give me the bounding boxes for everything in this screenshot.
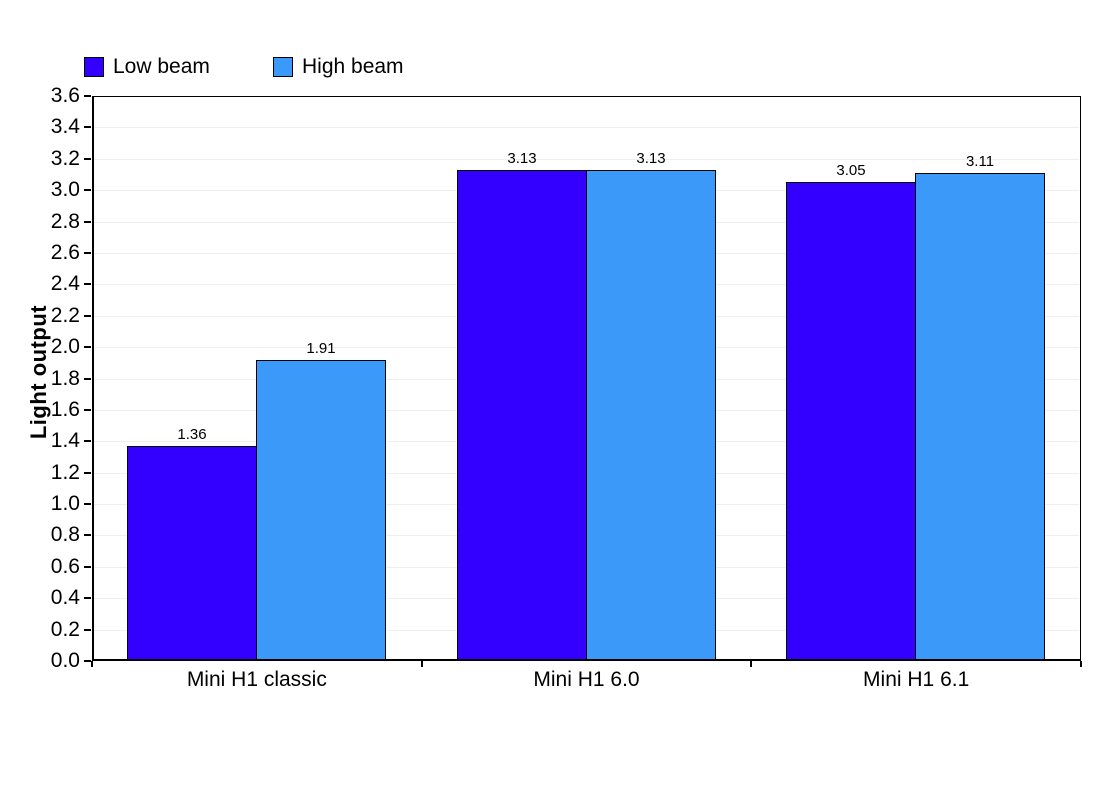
legend-label-high-beam: High beam <box>302 55 404 78</box>
y-tick-mark <box>84 660 91 662</box>
bar-high-beam <box>915 173 1045 659</box>
x-category-label: Mini H1 6.0 <box>533 668 640 691</box>
y-tick-label: 0.2 <box>50 618 80 641</box>
x-category-label: Mini H1 6.1 <box>863 668 970 691</box>
y-tick-label: 1.2 <box>50 461 80 484</box>
bar-value-label: 3.13 <box>507 150 537 167</box>
y-tick-label: 0.6 <box>50 555 80 578</box>
bar-low-beam <box>127 446 257 659</box>
x-tick-mark <box>421 661 423 667</box>
y-tick-label: 3.2 <box>50 147 80 170</box>
bar-low-beam <box>457 170 587 659</box>
y-tick-mark <box>84 597 91 599</box>
y-tick-mark <box>84 629 91 631</box>
y-tick-mark <box>84 409 91 411</box>
plot-area <box>92 96 1081 661</box>
x-tick-mark <box>750 661 752 667</box>
y-tick-label: 1.0 <box>50 492 80 515</box>
y-tick-label: 1.8 <box>50 367 80 390</box>
high-beam-swatch-icon <box>273 57 293 77</box>
legend-label-low-beam: Low beam <box>113 55 210 78</box>
x-tick-mark <box>1080 661 1082 667</box>
y-tick-label: 1.4 <box>50 429 80 452</box>
y-tick-label: 1.6 <box>50 398 80 421</box>
y-tick-mark <box>84 283 91 285</box>
gridline <box>94 127 1079 128</box>
y-tick-label: 2.4 <box>50 272 80 295</box>
y-tick-mark <box>84 566 91 568</box>
bar-value-label: 3.05 <box>836 162 866 179</box>
low-beam-swatch-icon <box>84 57 104 77</box>
y-tick-label: 3.0 <box>50 178 80 201</box>
x-tick-mark <box>91 661 93 667</box>
bar-value-label: 3.11 <box>965 153 995 170</box>
legend-item-high-beam: High beam <box>273 56 404 78</box>
y-tick-mark <box>84 221 91 223</box>
y-tick-mark <box>84 252 91 254</box>
bar-high-beam <box>256 360 386 659</box>
bar-value-label: 1.91 <box>306 340 336 357</box>
y-tick-mark <box>84 315 91 317</box>
y-tick-label: 0.4 <box>50 586 80 609</box>
y-tick-label: 0.0 <box>50 649 80 672</box>
y-tick-mark <box>84 472 91 474</box>
y-tick-mark <box>84 503 91 505</box>
legend-item-low-beam: Low beam <box>84 56 210 78</box>
y-tick-label: 3.6 <box>50 84 80 107</box>
x-category-label: Mini H1 classic <box>186 668 327 691</box>
bar-high-beam <box>586 170 716 659</box>
y-tick-mark <box>84 346 91 348</box>
y-tick-mark <box>84 95 91 97</box>
bar-value-label: 1.36 <box>177 426 207 443</box>
gridline <box>94 159 1079 160</box>
y-tick-label: 0.8 <box>50 523 80 546</box>
y-tick-label: 3.4 <box>50 115 80 138</box>
y-tick-label: 2.6 <box>50 241 80 264</box>
y-tick-mark <box>84 378 91 380</box>
y-tick-mark <box>84 189 91 191</box>
y-tick-label: 2.0 <box>50 335 80 358</box>
y-tick-label: 2.2 <box>50 304 80 327</box>
bar-low-beam <box>786 182 916 659</box>
y-tick-mark <box>84 126 91 128</box>
y-tick-mark <box>84 534 91 536</box>
y-tick-mark <box>84 440 91 442</box>
bar-value-label: 3.13 <box>636 150 666 167</box>
y-tick-label: 2.8 <box>50 210 80 233</box>
y-tick-mark <box>84 158 91 160</box>
